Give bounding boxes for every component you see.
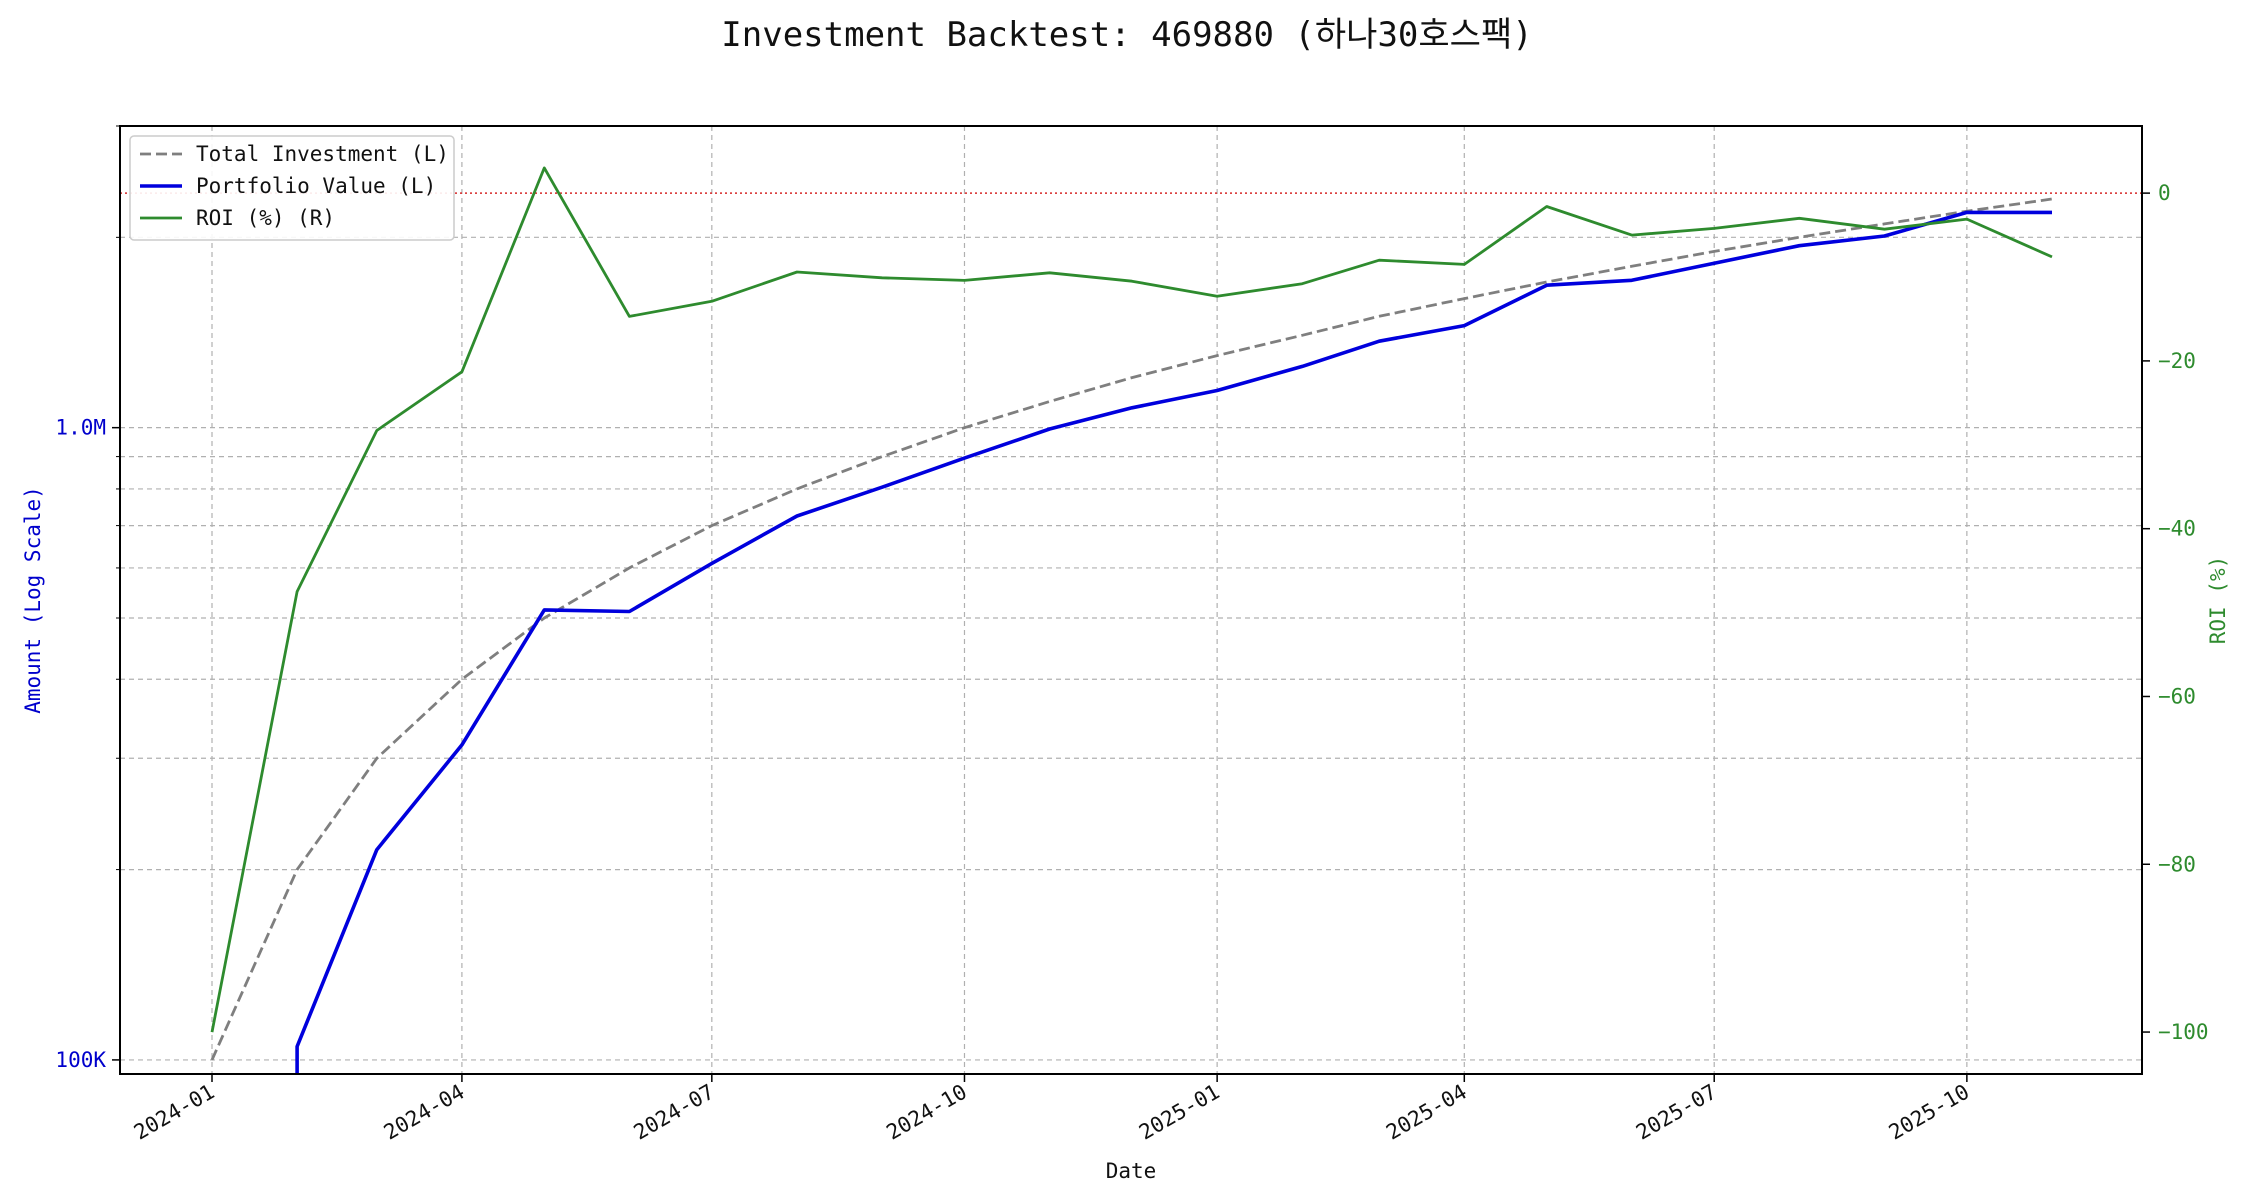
- y-left-tick-label: 100K: [55, 1048, 106, 1072]
- legend-label: ROI (%) (R): [196, 206, 335, 230]
- x-axis-label: Date: [1106, 1159, 1157, 1183]
- chart-title: Investment Backtest: 469880 (하나30호스팩): [721, 15, 1532, 55]
- y-axis-left-label: Amount (Log Scale): [21, 486, 45, 714]
- legend-box: [129, 135, 455, 241]
- y-left-tick-label: 1.0M: [55, 416, 106, 440]
- series-line-portfolio-value: [295, 210, 2052, 1074]
- series-line-total-investment: [210, 197, 2053, 1061]
- y-axis-left: 100K 1.0M: [55, 125, 120, 1072]
- y-right-tick-label: −100: [2158, 1020, 2209, 1044]
- legend-label: Portfolio Value (L): [196, 174, 436, 198]
- legend-label: Total Investment (L): [196, 142, 449, 166]
- y-right-tick-label: −40: [2158, 517, 2196, 541]
- y-right-tick-label: −80: [2158, 852, 2196, 876]
- series-line-roi: [210, 166, 2053, 1033]
- y-axis-right: 0 −20 −40 −60 −80 −100: [2142, 181, 2209, 1044]
- y-right-tick-label: 0: [2158, 181, 2171, 205]
- legend: Total Investment (L) Portfolio Value (L) R…: [129, 135, 455, 241]
- y-right-tick-label: −20: [2158, 349, 2196, 373]
- y-axis-right-label: ROI (%): [2206, 556, 2230, 645]
- plot-frame: [119, 125, 2143, 1075]
- series-layer: [120, 166, 2142, 1074]
- y-right-tick-label: −60: [2158, 684, 2196, 708]
